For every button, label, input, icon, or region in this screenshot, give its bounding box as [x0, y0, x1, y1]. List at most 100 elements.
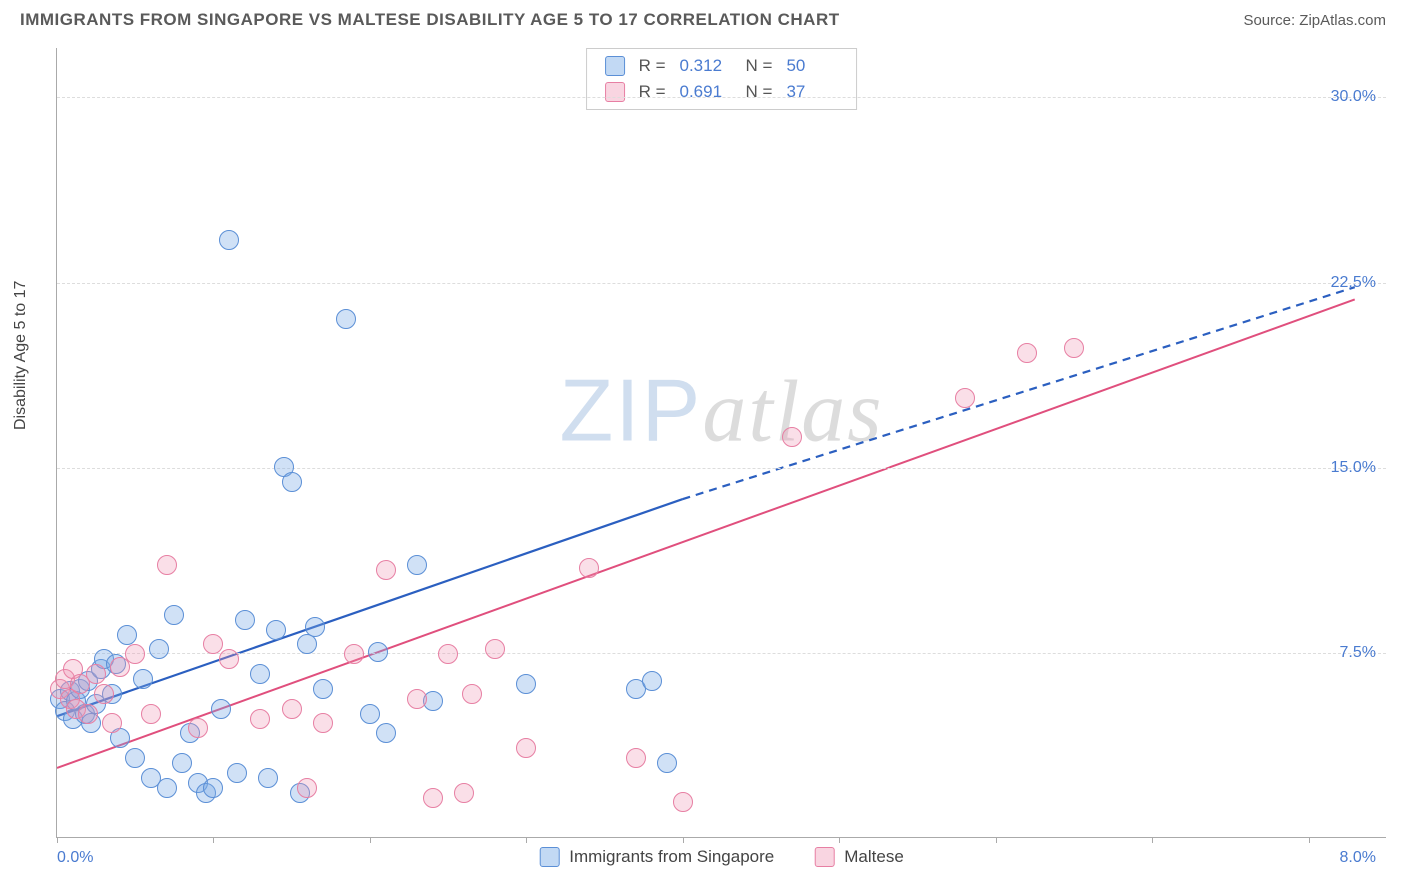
x-tick: [370, 837, 371, 843]
data-point-maltese: [188, 718, 208, 738]
data-point-singapore: [516, 674, 536, 694]
legend-label-maltese: Maltese: [844, 847, 904, 867]
data-point-singapore: [376, 723, 396, 743]
chart-header: IMMIGRANTS FROM SINGAPORE VS MALTESE DIS…: [0, 0, 1406, 36]
data-point-maltese: [86, 664, 106, 684]
grid-line: [57, 653, 1386, 654]
data-point-singapore: [211, 699, 231, 719]
data-point-singapore: [642, 671, 662, 691]
data-point-maltese: [454, 783, 474, 803]
data-point-maltese: [626, 748, 646, 768]
x-tick: [1309, 837, 1310, 843]
data-point-singapore: [157, 778, 177, 798]
data-point-maltese: [462, 684, 482, 704]
n-label: N =: [746, 82, 773, 102]
data-point-maltese: [485, 639, 505, 659]
data-point-singapore: [266, 620, 286, 640]
data-point-maltese: [203, 634, 223, 654]
swatch-pink-icon: [605, 82, 625, 102]
data-point-singapore: [227, 763, 247, 783]
data-point-maltese: [344, 644, 364, 664]
data-point-singapore: [172, 753, 192, 773]
data-point-singapore: [336, 309, 356, 329]
data-point-maltese: [297, 778, 317, 798]
data-point-singapore: [360, 704, 380, 724]
y-tick-label: 22.5%: [1331, 274, 1376, 292]
y-tick-label: 30.0%: [1331, 88, 1376, 106]
bottom-legend: Immigrants from Singapore Maltese: [539, 847, 904, 867]
data-point-maltese: [282, 699, 302, 719]
source-attribution: Source: ZipAtlas.com: [1243, 12, 1386, 29]
r-label: R =: [639, 82, 666, 102]
x-tick: [526, 837, 527, 843]
n-value-maltese: 37: [786, 82, 838, 102]
data-point-maltese: [125, 644, 145, 664]
data-point-singapore: [368, 642, 388, 662]
data-point-maltese: [1017, 343, 1037, 363]
x-tick: [839, 837, 840, 843]
stats-row-maltese: R = 0.691 N = 37: [587, 79, 857, 105]
data-point-singapore: [305, 617, 325, 637]
data-point-singapore: [250, 664, 270, 684]
data-point-maltese: [407, 689, 427, 709]
n-value-singapore: 50: [786, 56, 838, 76]
stats-legend: R = 0.312 N = 50 R = 0.691 N = 37: [586, 48, 858, 110]
stats-row-singapore: R = 0.312 N = 50: [587, 53, 857, 79]
watermark: ZIPatlas: [559, 359, 883, 462]
x-tick-label-left: 0.0%: [57, 849, 93, 867]
chart-title: IMMIGRANTS FROM SINGAPORE VS MALTESE DIS…: [20, 10, 840, 30]
grid-line: [57, 97, 1386, 98]
x-tick: [683, 837, 684, 843]
r-value-maltese: 0.691: [680, 82, 732, 102]
data-point-singapore: [313, 679, 333, 699]
x-tick: [996, 837, 997, 843]
x-tick: [213, 837, 214, 843]
data-point-singapore: [203, 778, 223, 798]
data-point-singapore: [117, 625, 137, 645]
data-point-maltese: [157, 555, 177, 575]
data-point-singapore: [258, 768, 278, 788]
data-point-maltese: [516, 738, 536, 758]
swatch-pink-icon: [814, 847, 834, 867]
r-value-singapore: 0.312: [680, 56, 732, 76]
data-point-maltese: [423, 788, 443, 808]
data-point-maltese: [673, 792, 693, 812]
legend-item-singapore: Immigrants from Singapore: [539, 847, 774, 867]
x-tick: [57, 837, 58, 843]
data-point-singapore: [297, 634, 317, 654]
data-point-singapore: [164, 605, 184, 625]
grid-line: [57, 468, 1386, 469]
legend-item-maltese: Maltese: [814, 847, 904, 867]
data-point-singapore: [149, 639, 169, 659]
swatch-blue-icon: [605, 56, 625, 76]
r-label: R =: [639, 56, 666, 76]
data-point-maltese: [141, 704, 161, 724]
data-point-maltese: [438, 644, 458, 664]
data-point-maltese: [313, 713, 333, 733]
data-point-maltese: [1064, 338, 1084, 358]
data-point-maltese: [219, 649, 239, 669]
data-point-singapore: [125, 748, 145, 768]
data-point-maltese: [579, 558, 599, 578]
data-point-singapore: [235, 610, 255, 630]
data-point-maltese: [102, 713, 122, 733]
data-point-maltese: [782, 427, 802, 447]
y-axis-label: Disability Age 5 to 17: [12, 281, 30, 430]
swatch-blue-icon: [539, 847, 559, 867]
x-tick: [1152, 837, 1153, 843]
data-point-maltese: [250, 709, 270, 729]
data-point-singapore: [282, 472, 302, 492]
data-point-singapore: [657, 753, 677, 773]
data-point-maltese: [94, 684, 114, 704]
scatter-chart: ZIPatlas R = 0.312 N = 50 R = 0.691 N = …: [56, 48, 1386, 838]
grid-line: [57, 283, 1386, 284]
y-tick-label: 7.5%: [1340, 644, 1376, 662]
x-tick-label-right: 8.0%: [1340, 849, 1376, 867]
data-point-singapore: [219, 230, 239, 250]
n-label: N =: [746, 56, 773, 76]
data-point-maltese: [78, 704, 98, 724]
data-point-singapore: [407, 555, 427, 575]
watermark-zip: ZIP: [559, 360, 702, 459]
y-tick-label: 15.0%: [1331, 459, 1376, 477]
data-point-maltese: [955, 388, 975, 408]
